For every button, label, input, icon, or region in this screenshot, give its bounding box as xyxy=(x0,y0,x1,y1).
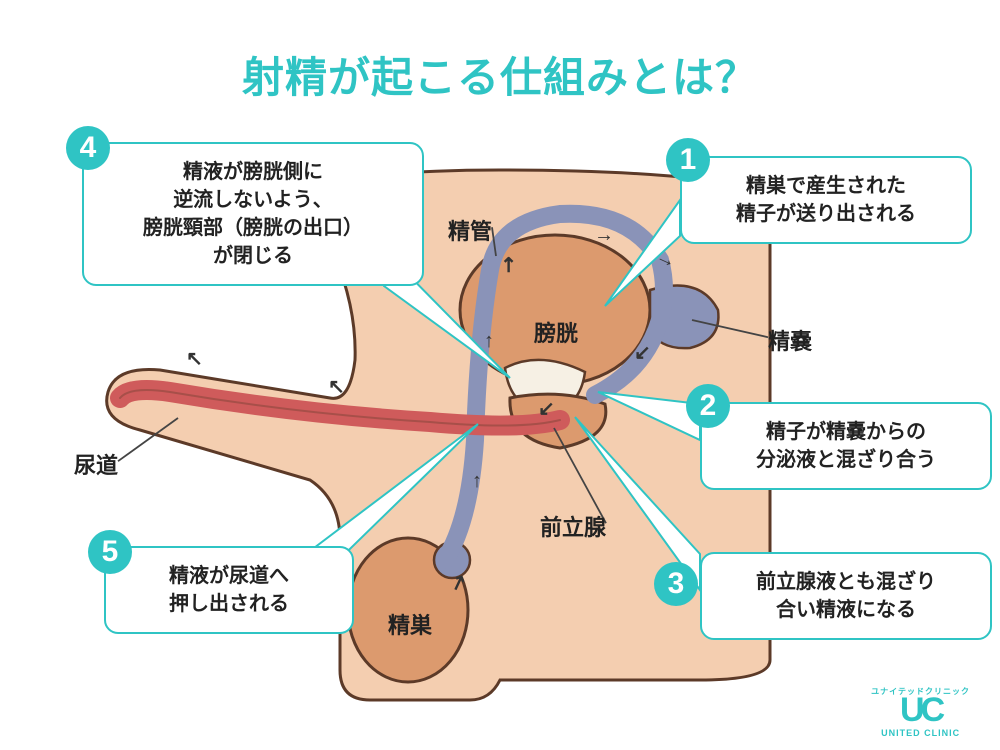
flow-arrow: → xyxy=(652,245,680,274)
callout-badge-2: 2 xyxy=(686,384,730,428)
flow-arrow: ↖ xyxy=(186,346,203,371)
callout-1: 精巣で産生された精子が送り出される xyxy=(680,156,972,244)
flow-arrow: → xyxy=(594,224,614,247)
flow-arrow: ↙ xyxy=(538,396,555,421)
logo-sub: UNITED CLINIC xyxy=(871,728,970,738)
callout-badge-3: 3 xyxy=(654,562,698,606)
part-label-精嚢: 精嚢 xyxy=(768,324,812,356)
part-label-精管: 精管 xyxy=(448,214,492,246)
callout-4: 精液が膀胱側に逆流しないよう、膀胱頸部（膀胱の出口）が閉じる xyxy=(82,142,424,286)
callout-3: 前立腺液とも混ざり合い精液になる xyxy=(700,552,992,640)
flow-arrow: ↖ xyxy=(328,374,345,399)
flow-arrow: ↗ xyxy=(494,250,524,280)
callout-badge-4: 4 xyxy=(66,126,110,170)
callout-badge-1: 1 xyxy=(666,138,710,182)
callout-badge-5: 5 xyxy=(88,530,132,574)
part-label-前立腺: 前立腺 xyxy=(540,510,606,542)
prostate-shape xyxy=(510,394,606,448)
part-label-尿道: 尿道 xyxy=(74,448,118,480)
flow-arrow: ↑ xyxy=(484,330,494,353)
bladder-shape xyxy=(460,235,650,385)
flow-arrow: ↑ xyxy=(472,470,482,493)
page-title: 射精が起こる仕組みとは？ xyxy=(0,44,1000,105)
vas-deferens-shape xyxy=(445,214,664,560)
flow-arrow: ↗ xyxy=(446,568,470,597)
part-label-精巣: 精巣 xyxy=(388,608,432,640)
part-label-膀胱: 膀胱 xyxy=(534,316,578,348)
seminal-vesicle-shape xyxy=(650,286,718,349)
logo-mark: UC xyxy=(900,691,941,729)
callout-5: 精液が尿道へ押し出される xyxy=(104,546,354,634)
brand-logo: ユナイテッドクリニック UC UNITED CLINIC xyxy=(871,686,970,738)
flow-arrow: ↙ xyxy=(634,340,651,365)
diagram-stage: 射精が起こる仕組みとは？ ↗ ↑ ↑ ↗ → → ↙ ↙ ↖ ↖ 精管膀胱 精嚢尿道前立腺精巣 精巣… xyxy=(0,0,1000,750)
callout-2: 精子が精嚢からの分泌液と混ざり合う xyxy=(700,402,992,490)
